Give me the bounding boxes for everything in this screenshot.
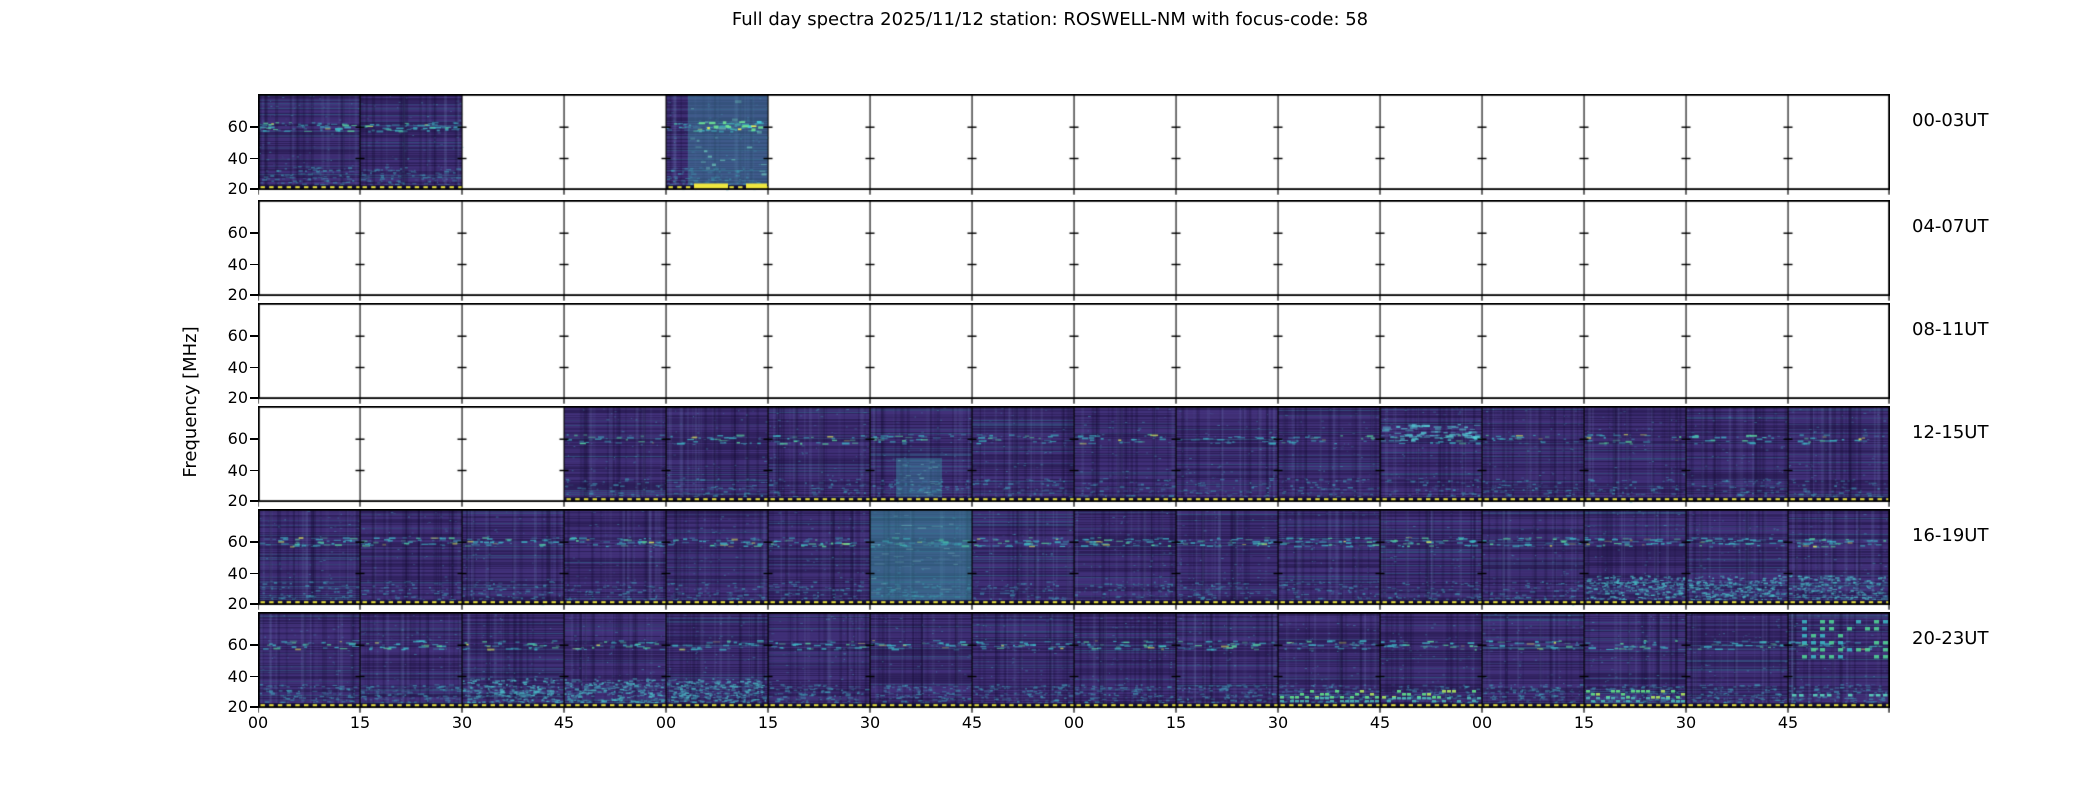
spectrogram-canvas (258, 200, 1890, 301)
spectra-row-5: 60 40 20 20-23UT (228, 612, 1988, 716)
y-tick-mark (250, 572, 258, 575)
x-tick-label: 45 (1369, 713, 1391, 732)
y-tick-mark (250, 126, 258, 128)
x-tick-label: 15 (1573, 713, 1595, 732)
y-tick-label: 40 (227, 254, 248, 274)
y-tick-label: 60 (227, 429, 248, 448)
x-tick-label: 00 (1471, 713, 1493, 732)
y-tick-mark (250, 706, 258, 708)
x-axis-tick-labels: 00 15 30 45 00 15 30 45 00 15 30 45 00 15 30 45 (248, 713, 1918, 737)
row-time-range-label: 16-19UT (1912, 525, 1989, 546)
y-tick-mark (250, 397, 258, 399)
x-tick-label: 15 (1165, 713, 1187, 732)
y-tick-mark (250, 294, 258, 296)
spectra-row-1: 60 40 20 04-07UT (228, 200, 1988, 304)
row-time-range-label: 04-07UT (1912, 216, 1989, 237)
x-tick-label: 00 (247, 713, 269, 732)
spectra-row-3: 60 40 20 12-15UT (228, 406, 1988, 510)
row-time-range-label: 00-03UT (1912, 110, 1989, 131)
chart-title: Full day spectra 2025/11/12 station: ROS… (731, 9, 1369, 30)
y-tick-label: 60 (227, 223, 248, 242)
x-tick-label: 30 (1267, 713, 1289, 732)
y-tick-mark (250, 263, 258, 266)
x-tick-label: 30 (859, 713, 881, 732)
y-tick-label: 20 (227, 179, 248, 198)
spectra-row-4: 60 40 20 16-19UT (228, 509, 1988, 613)
y-tick-label: 20 (227, 697, 248, 716)
y-tick-mark (250, 157, 258, 160)
y-tick-label: 60 (227, 532, 248, 551)
y-tick-mark (250, 603, 258, 605)
y-tick-label: 60 (227, 326, 248, 345)
y-tick-mark (250, 366, 258, 369)
x-tick-label: 30 (451, 713, 473, 732)
spectrogram-canvas (258, 94, 1890, 195)
y-tick-label: 20 (227, 388, 248, 407)
y-tick-label: 20 (227, 285, 248, 304)
x-tick-label: 00 (1063, 713, 1085, 732)
y-tick-label: 40 (227, 460, 248, 480)
y-tick-label: 40 (227, 148, 248, 168)
spectrogram-canvas (258, 509, 1890, 610)
spectrogram-canvas (258, 303, 1890, 404)
x-tick-label: 15 (349, 713, 371, 732)
x-tick-label: 30 (1675, 713, 1697, 732)
y-tick-label: 60 (227, 117, 248, 136)
row-time-range-label: 12-15UT (1912, 422, 1989, 443)
x-tick-label: 15 (757, 713, 779, 732)
spectrogram-canvas (258, 612, 1890, 713)
y-tick-mark (250, 541, 258, 543)
y-tick-mark (250, 438, 258, 440)
y-tick-mark (250, 675, 258, 678)
y-tick-label: 60 (227, 635, 248, 654)
y-tick-mark (250, 335, 258, 337)
row-time-range-label: 20-23UT (1912, 628, 1989, 649)
x-tick-label: 45 (961, 713, 983, 732)
y-tick-mark (250, 469, 258, 472)
x-tick-label: 45 (1777, 713, 1799, 732)
y-tick-mark (250, 500, 258, 502)
y-tick-label: 40 (227, 666, 248, 686)
spectrogram-canvas (258, 406, 1890, 507)
row-time-range-label: 08-11UT (1912, 319, 1989, 340)
x-tick-label: 45 (553, 713, 575, 732)
y-tick-mark (250, 644, 258, 646)
y-tick-label: 40 (227, 563, 248, 583)
y-axis-label: Frequency [MHz] (180, 326, 201, 478)
y-tick-label: 40 (227, 357, 248, 377)
y-tick-mark (250, 188, 258, 190)
y-tick-label: 20 (227, 594, 248, 613)
spectra-row-2: 60 40 20 08-11UT (228, 303, 1988, 407)
y-tick-mark (250, 232, 258, 234)
x-tick-label: 00 (655, 713, 677, 732)
spectra-row-0: 60 40 20 00-03UT (228, 94, 1988, 198)
y-tick-label: 20 (227, 491, 248, 510)
